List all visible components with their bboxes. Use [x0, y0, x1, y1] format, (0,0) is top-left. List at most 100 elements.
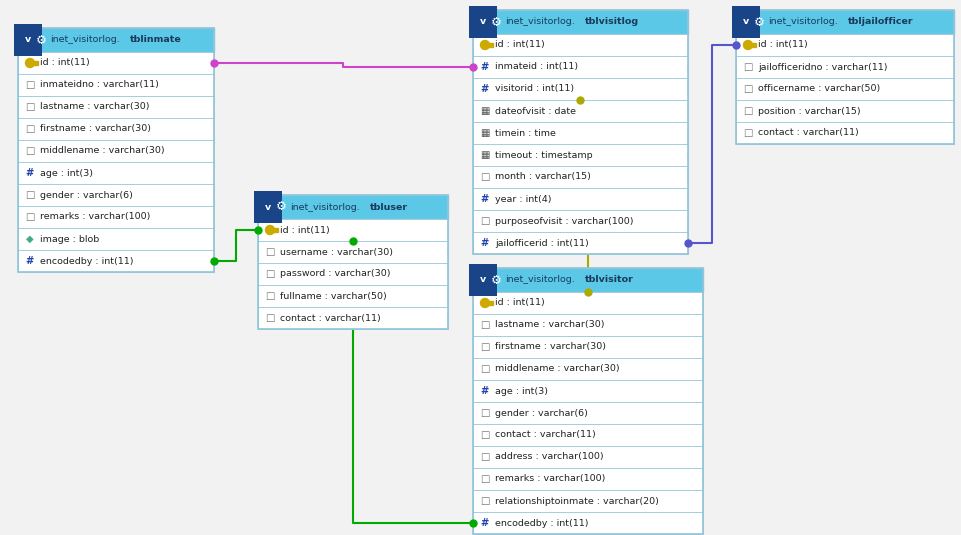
Text: #: # [26, 256, 34, 266]
FancyBboxPatch shape [18, 228, 213, 250]
Text: □: □ [480, 172, 489, 182]
FancyBboxPatch shape [473, 188, 687, 210]
Text: age : int(3): age : int(3) [40, 169, 93, 178]
Text: purposeofvisit : varchar(100): purposeofvisit : varchar(100) [495, 217, 633, 225]
Text: tblinmate: tblinmate [130, 35, 182, 44]
FancyBboxPatch shape [473, 314, 702, 336]
Text: v: v [25, 35, 31, 44]
Text: □: □ [480, 342, 489, 352]
Text: □: □ [480, 364, 489, 374]
FancyBboxPatch shape [473, 10, 687, 34]
Text: fullname : varchar(50): fullname : varchar(50) [280, 292, 386, 301]
Text: □: □ [480, 430, 489, 440]
FancyBboxPatch shape [18, 206, 213, 228]
Text: inet_visitorlog.: inet_visitorlog. [767, 18, 837, 27]
Text: contact : varchar(11): contact : varchar(11) [757, 128, 858, 137]
FancyBboxPatch shape [473, 336, 702, 358]
Text: id : int(11): id : int(11) [280, 225, 330, 234]
FancyBboxPatch shape [258, 307, 448, 329]
Text: #: # [26, 168, 34, 178]
Text: month : varchar(15): month : varchar(15) [495, 172, 590, 181]
FancyBboxPatch shape [473, 468, 702, 490]
FancyBboxPatch shape [735, 10, 953, 34]
Text: id : int(11): id : int(11) [757, 41, 807, 50]
FancyBboxPatch shape [473, 166, 687, 188]
Text: ⚙: ⚙ [490, 273, 501, 287]
Text: address : varchar(100): address : varchar(100) [495, 453, 603, 462]
Text: firstname : varchar(30): firstname : varchar(30) [495, 342, 605, 351]
Text: #: # [480, 84, 488, 94]
Text: firstname : varchar(30): firstname : varchar(30) [40, 125, 151, 134]
FancyBboxPatch shape [473, 512, 702, 534]
FancyBboxPatch shape [258, 263, 448, 285]
Bar [271, 228, 278, 232]
FancyBboxPatch shape [473, 34, 687, 56]
Text: □: □ [743, 106, 752, 116]
Text: timein : time: timein : time [495, 128, 555, 137]
Circle shape [480, 41, 489, 50]
Text: tbluser: tbluser [370, 203, 407, 211]
Text: □: □ [265, 291, 275, 301]
FancyBboxPatch shape [473, 358, 702, 380]
Text: □: □ [480, 452, 489, 462]
FancyBboxPatch shape [473, 490, 702, 512]
Bar [485, 301, 492, 305]
Text: middlename : varchar(30): middlename : varchar(30) [40, 147, 164, 156]
Text: #: # [480, 518, 488, 528]
Text: inmateidno : varchar(11): inmateidno : varchar(11) [40, 80, 159, 89]
FancyBboxPatch shape [473, 232, 687, 254]
Text: gender : varchar(6): gender : varchar(6) [495, 409, 587, 417]
Text: □: □ [25, 212, 35, 222]
FancyBboxPatch shape [473, 122, 687, 144]
Text: password : varchar(30): password : varchar(30) [280, 270, 390, 279]
Text: gender : varchar(6): gender : varchar(6) [40, 190, 133, 200]
Text: dateofvisit : date: dateofvisit : date [495, 106, 576, 116]
Text: middlename : varchar(30): middlename : varchar(30) [495, 364, 619, 373]
Text: position : varchar(15): position : varchar(15) [757, 106, 860, 116]
Text: id : int(11): id : int(11) [495, 299, 544, 308]
Text: □: □ [265, 269, 275, 279]
Text: ▦: ▦ [480, 150, 489, 160]
Text: ⚙: ⚙ [275, 201, 286, 213]
FancyBboxPatch shape [473, 100, 687, 122]
Text: □: □ [265, 313, 275, 323]
Text: inet_visitorlog.: inet_visitorlog. [505, 276, 574, 285]
Text: □: □ [743, 128, 752, 138]
Text: □: □ [25, 80, 35, 90]
FancyBboxPatch shape [18, 184, 213, 206]
Text: officername : varchar(50): officername : varchar(50) [757, 85, 879, 94]
Text: id : int(11): id : int(11) [40, 58, 89, 67]
Text: contact : varchar(11): contact : varchar(11) [280, 314, 381, 323]
Bar [485, 43, 492, 47]
Circle shape [265, 225, 274, 234]
Text: v: v [480, 276, 485, 285]
Text: jailofficeridno : varchar(11): jailofficeridno : varchar(11) [757, 63, 887, 72]
FancyBboxPatch shape [473, 424, 702, 446]
FancyBboxPatch shape [735, 122, 953, 144]
Text: inet_visitorlog.: inet_visitorlog. [289, 203, 359, 211]
Text: □: □ [480, 474, 489, 484]
FancyBboxPatch shape [473, 380, 702, 402]
FancyBboxPatch shape [473, 210, 687, 232]
Text: contact : varchar(11): contact : varchar(11) [495, 431, 595, 439]
Text: v: v [264, 203, 271, 211]
Text: remarks : varchar(100): remarks : varchar(100) [495, 475, 604, 484]
Text: □: □ [480, 408, 489, 418]
Text: #: # [480, 62, 488, 72]
Text: ⚙: ⚙ [36, 34, 46, 47]
FancyBboxPatch shape [18, 250, 213, 272]
Text: □: □ [480, 496, 489, 506]
Text: ▦: ▦ [480, 106, 489, 116]
FancyBboxPatch shape [18, 52, 213, 74]
Text: relationshiptoinmate : varchar(20): relationshiptoinmate : varchar(20) [495, 496, 658, 506]
FancyBboxPatch shape [18, 74, 213, 96]
FancyBboxPatch shape [473, 446, 702, 468]
Text: #: # [480, 386, 488, 396]
Text: visitorid : int(11): visitorid : int(11) [495, 85, 574, 94]
FancyBboxPatch shape [735, 78, 953, 100]
Circle shape [480, 299, 489, 308]
FancyBboxPatch shape [258, 219, 448, 241]
Text: lastname : varchar(30): lastname : varchar(30) [495, 320, 604, 330]
Text: username : varchar(30): username : varchar(30) [280, 248, 393, 256]
FancyBboxPatch shape [258, 285, 448, 307]
